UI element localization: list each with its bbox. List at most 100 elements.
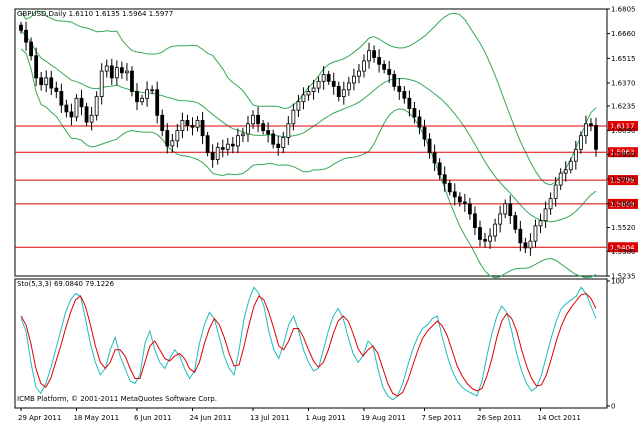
candle-body — [473, 213, 477, 228]
candle-body — [125, 70, 129, 74]
candle-body — [261, 123, 266, 131]
candle-body — [452, 191, 457, 198]
candle-body — [64, 104, 69, 113]
candle-body — [462, 201, 467, 205]
price-tick-label: 1.5805 — [611, 176, 636, 184]
candle-body — [145, 89, 149, 99]
candle-body — [84, 106, 89, 123]
candle-body — [392, 74, 397, 87]
candle-body — [321, 74, 326, 82]
candle-body — [432, 152, 437, 164]
band-lower — [20, 48, 597, 279]
time-tick-label: 18 May 2011 — [73, 414, 119, 422]
time-tick-label: 26 Sep 2011 — [477, 414, 521, 422]
candle-body — [291, 109, 296, 125]
price-tick-label: 1.6370 — [611, 79, 636, 87]
candle-body — [407, 97, 412, 109]
candle-body — [230, 143, 235, 147]
candle-body — [457, 196, 462, 203]
candle-body — [589, 123, 593, 126]
candle-body — [513, 215, 518, 230]
candle-body — [387, 68, 392, 75]
candle-body — [412, 108, 417, 118]
level-price-tag — [608, 198, 638, 209]
candle-body — [357, 70, 361, 77]
candle-body — [135, 91, 139, 103]
copyright-text: ICMB Platform, © 2001-2011 MetaQuotes So… — [17, 395, 217, 403]
candle-body — [165, 130, 170, 147]
candle-body — [503, 203, 508, 215]
candle-body — [215, 147, 220, 160]
candle-body — [200, 119, 205, 137]
candle-body — [331, 80, 336, 87]
candle-body — [543, 208, 548, 222]
candle-body — [241, 133, 245, 137]
candle-body — [336, 85, 341, 97]
sto-signal-line — [20, 292, 597, 397]
candle-body — [417, 116, 422, 128]
candle-body — [49, 77, 54, 89]
candle-body — [346, 82, 351, 91]
candle-body — [34, 55, 39, 79]
candle-body — [114, 67, 119, 79]
candle-body — [140, 97, 144, 103]
candle-body — [89, 114, 94, 123]
price-tick-label: 1.6515 — [611, 55, 636, 63]
candle-body — [538, 220, 543, 227]
price-tick-label: 1.5380 — [611, 248, 636, 256]
level-price-tag — [608, 242, 638, 253]
candle-body — [558, 172, 563, 186]
candle-body — [427, 138, 432, 154]
oscillator-panel-frame — [14, 278, 608, 409]
candle-body — [69, 111, 74, 118]
candle-body — [326, 74, 331, 82]
level-price-label: 1.6117 — [610, 123, 635, 131]
candle-body — [498, 213, 503, 225]
price-panel-frame — [14, 8, 608, 277]
candle-body — [54, 87, 59, 92]
candle-body — [180, 119, 185, 131]
level-price-label: 1.5659 — [610, 200, 635, 208]
candle-body — [79, 97, 84, 108]
candle-body — [478, 227, 482, 240]
chart-header: GBPUSD,Daily 1.6110 1.6135 1.5964 1.5977 — [17, 10, 174, 18]
candle-body — [104, 65, 109, 72]
candle-body — [220, 147, 225, 150]
level-price-tag — [608, 147, 638, 158]
candle-body — [553, 184, 558, 200]
candle-body — [528, 240, 533, 249]
candle-body — [170, 140, 175, 147]
time-tick-label: 13 Jul 2011 — [250, 414, 290, 422]
stochastic-lines — [20, 286, 597, 401]
candle-body — [44, 77, 49, 86]
time-tick-label: 6 Jun 2011 — [134, 414, 172, 422]
candle-body — [563, 169, 568, 174]
candle-body — [483, 239, 487, 242]
candle-body — [271, 133, 276, 145]
candle-body — [351, 75, 356, 84]
candle-body — [190, 125, 195, 128]
candle-body — [109, 65, 114, 79]
time-tick-label: 1 Aug 2011 — [306, 414, 346, 422]
level-price-label: 1.5799 — [610, 177, 635, 185]
sto-tick-label: 100 — [611, 278, 624, 286]
candle-body — [59, 91, 64, 106]
candle-body — [437, 162, 442, 176]
price-tick-label: 1.6660 — [611, 30, 636, 38]
oscillator-header: Sto(5,3,3) 69.0840 79.1226 — [17, 280, 115, 288]
time-tick-label: 29 Apr 2011 — [18, 414, 61, 422]
level-price-label: 1.5963 — [610, 149, 635, 157]
candle-body — [210, 152, 215, 160]
horizontal-levels[interactable]: 1.6117 1.5963 1.5799 1.5659 1.5404 — [15, 121, 638, 253]
candle-body — [19, 24, 23, 31]
candle-body — [24, 29, 28, 43]
candle-body — [160, 114, 165, 131]
candle-body — [29, 41, 33, 57]
price-axis: 1.6805 1.6660 1.6515 1.6370 1.6235 1.6090 1.59… — [607, 6, 636, 411]
candle-body — [94, 96, 99, 116]
candle-body — [316, 80, 321, 89]
candle-body — [362, 60, 366, 72]
candle-body — [341, 89, 346, 97]
